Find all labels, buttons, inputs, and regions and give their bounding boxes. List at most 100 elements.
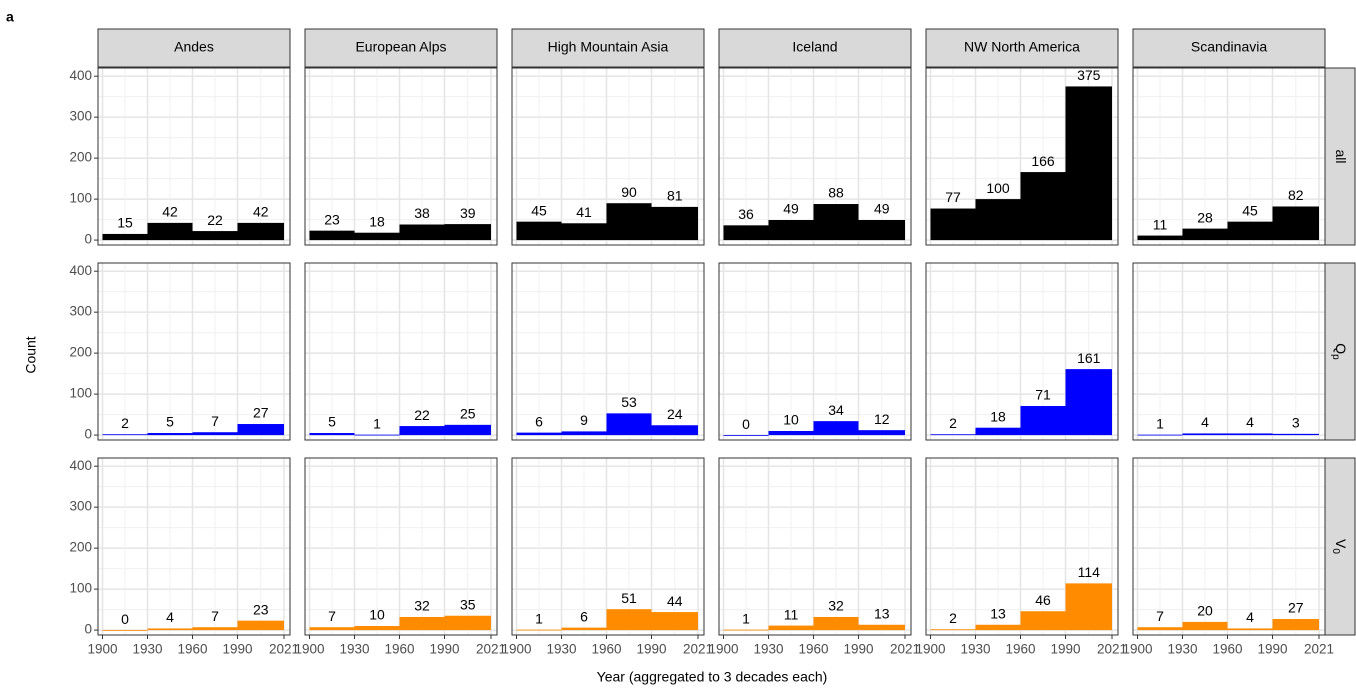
bar: [354, 232, 400, 241]
data-label: 7: [1156, 608, 1164, 624]
data-label: 4: [1201, 414, 1209, 430]
x-tick-label: 2021: [269, 642, 299, 657]
bar: [651, 425, 698, 436]
bar: [606, 609, 652, 631]
bar: [723, 225, 769, 241]
bar: [813, 616, 859, 631]
data-label: 1: [1156, 415, 1164, 431]
data-label: 44: [667, 593, 683, 609]
bar: [975, 624, 1021, 631]
y-tick-label: 400: [69, 458, 92, 473]
x-tick-label: 1930: [339, 642, 369, 657]
facet-label: High Mountain Asia: [548, 39, 669, 55]
panel: [305, 263, 497, 440]
data-label: 20: [1197, 603, 1213, 619]
panel: [305, 458, 497, 635]
bar: [192, 231, 238, 241]
strip: [511, 28, 705, 68]
bar: [606, 413, 652, 436]
x-tick-label: 2021: [476, 642, 506, 657]
data-label: 36: [738, 206, 754, 222]
bar: [444, 615, 491, 631]
row-label: Qp: [1330, 343, 1349, 360]
panel: [1133, 458, 1325, 635]
data-label: 49: [874, 201, 890, 217]
bar: [813, 204, 859, 241]
y-tick-label: 100: [69, 386, 92, 401]
x-tick-label: 1900: [1122, 642, 1152, 657]
y-tick-label: 0: [84, 622, 92, 637]
row-label-sub: p: [1330, 354, 1341, 360]
bar: [309, 230, 355, 241]
data-label: 22: [207, 212, 223, 228]
panel-border: [97, 457, 291, 636]
bar: [723, 435, 769, 436]
bar: [1272, 619, 1319, 631]
bar: [147, 628, 193, 631]
panel-border: [718, 67, 912, 246]
strip: [718, 28, 912, 68]
data-label: 2: [949, 415, 957, 431]
data-label: 27: [253, 405, 269, 421]
x-tick-label: 1960: [1005, 642, 1035, 657]
panel: [98, 68, 290, 245]
data-label: 53: [621, 394, 637, 410]
bar: [354, 434, 400, 436]
data-label: 88: [828, 185, 844, 201]
y-tick-label: 300: [69, 304, 92, 319]
bar: [1065, 583, 1112, 631]
data-label: 2: [949, 610, 957, 626]
data-label: 12: [874, 411, 890, 427]
x-tick-label: 2021: [890, 642, 920, 657]
data-label: 42: [162, 204, 178, 220]
data-label: 161: [1077, 350, 1101, 366]
bar: [309, 627, 355, 631]
bar: [858, 430, 905, 436]
panel-border: [304, 67, 498, 246]
bar: [102, 434, 148, 436]
panel: [719, 458, 911, 635]
facet-label: Iceland: [792, 39, 837, 55]
row-label-text: all: [1333, 149, 1349, 163]
data-label: 25: [460, 406, 476, 422]
bar: [516, 629, 562, 631]
bar: [237, 620, 284, 631]
data-label: 32: [414, 598, 430, 614]
bar: [192, 627, 238, 631]
x-tick-label: 1990: [843, 642, 873, 657]
data-label: 375: [1077, 67, 1101, 83]
panel-border: [925, 262, 1119, 441]
data-label: 114: [1078, 564, 1101, 580]
data-label: 82: [1288, 187, 1304, 203]
bar: [1065, 86, 1112, 241]
bar: [1182, 228, 1228, 241]
data-label: 18: [369, 213, 385, 229]
bar: [516, 432, 562, 436]
strip: [1324, 67, 1356, 246]
data-label: 0: [121, 611, 129, 627]
data-label: 51: [621, 590, 637, 606]
y-tick-label: 300: [69, 499, 92, 514]
data-label: 15: [117, 215, 133, 231]
panel: [1133, 263, 1325, 440]
data-label: 9: [580, 412, 588, 428]
data-label: 71: [1035, 387, 1051, 403]
data-label: 4: [166, 609, 174, 625]
data-label: 49: [783, 201, 799, 217]
bar: [651, 612, 698, 631]
panel-border: [511, 67, 705, 246]
bar: [1227, 628, 1273, 631]
data-label: 6: [580, 608, 588, 624]
data-label: 41: [576, 204, 592, 220]
data-label: 7: [211, 413, 219, 429]
data-label: 5: [328, 414, 336, 430]
data-label: 13: [990, 605, 1006, 621]
x-tick-label: 1930: [1167, 642, 1197, 657]
y-tick-label: 100: [69, 191, 92, 206]
y-tick-label: 200: [69, 540, 92, 555]
y-tick-label: 0: [84, 427, 92, 442]
bar: [147, 222, 193, 241]
data-label: 3: [1292, 415, 1300, 431]
bar: [192, 432, 238, 436]
data-label: 1: [373, 415, 381, 431]
